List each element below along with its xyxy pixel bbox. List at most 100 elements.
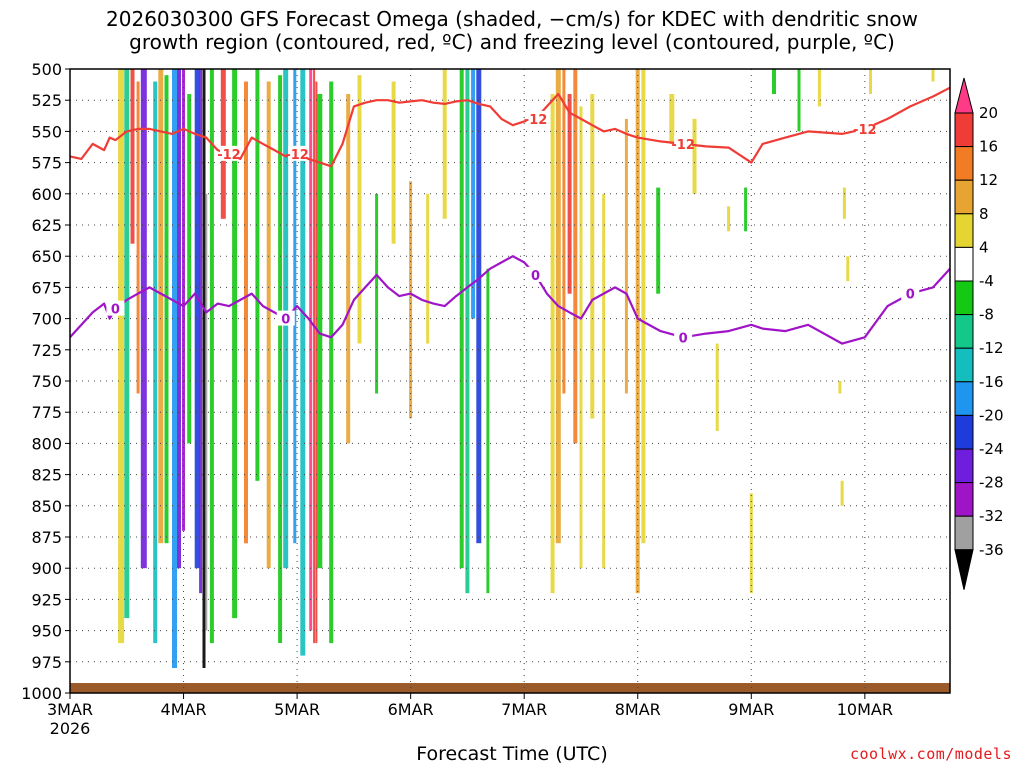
omega-stripe [550,94,555,594]
omega-stripe [838,381,842,394]
colorbar-label: 16 [979,138,998,156]
omega-stripe [391,81,396,244]
colorbar-cell [954,213,974,248]
omega-stripe [511,381,515,519]
omega-stripe [869,69,872,94]
y-tick-label: 1000 [21,684,62,703]
omega-stripe [329,81,334,644]
omega-stripe [641,69,646,544]
omega-stripe [692,118,697,194]
x-tick-sublabel: 2026 [50,719,91,738]
y-tick-label: 550 [31,122,62,141]
credit-link[interactable]: coolwx.com/models [849,745,1012,763]
y-tick-label: 900 [31,559,62,578]
chart-title-line2: growth region (contoured, red, ºC) and f… [129,30,895,54]
omega-stripe [727,206,731,232]
y-tick-label: 675 [31,278,62,297]
colorbar-label: -28 [979,474,1004,492]
omega-stripe [158,69,164,544]
contour-label-bg [526,110,545,126]
y-tick-label: 700 [31,310,62,329]
omega-stripe [220,69,226,219]
omega-stripe [244,81,248,544]
y-tick-label: 750 [31,372,62,391]
omega-stripe [209,69,214,644]
omega-stripe [931,69,935,82]
omega-stripe [300,69,306,656]
omega-stripe [293,69,297,544]
contour-label-bg [674,329,693,345]
omega-stripe [669,94,675,144]
omega-stripe [842,187,846,219]
x-axis-label: Forecast Time (UTC) [416,743,608,765]
omega-stripe [772,69,776,94]
colorbar-label: 12 [979,171,998,189]
omega-stripe [635,69,640,594]
omega-stripe [817,69,821,107]
y-tick-label: 875 [31,528,62,547]
colorbar-cell [954,515,974,551]
contour-layer: -12 -12 -12 -12 -12 0 0 0 0 0 [69,86,951,346]
x-tick-label: 6MAR [388,700,434,719]
contour-label-bg [288,145,307,161]
chart-title-line1: 2026030300 GFS Forecast Omega (shaded, −… [106,7,918,31]
contour-label: 0 [679,331,688,346]
colorbar-label: -4 [979,272,994,290]
y-tick-label: 725 [31,341,62,360]
contour-label: -12 [285,148,309,163]
grid-lines [69,68,950,694]
contour-label-bg [276,310,295,326]
colorbar-label: -24 [979,440,1004,458]
omega-stripe [205,193,208,631]
omega-stripe [459,69,464,569]
omega-stripe [346,94,351,444]
omega-stripe [476,69,482,544]
omega-stripe [136,81,140,394]
omega-stripe [278,75,283,643]
omega-stripe [602,193,606,569]
omega-stripe [313,69,316,644]
omega-stripe [315,81,318,644]
omega-stripe [426,193,430,344]
omega-stripe [202,69,206,668]
contour-label: 0 [906,288,915,303]
y-tick-label: 775 [31,403,62,422]
omega-stripe [118,69,125,644]
x-tick-label: 7MAR [501,700,547,719]
omega-stripe [140,69,147,569]
y-tick-label: 950 [31,622,62,641]
omega-stripe [182,69,185,531]
colorbar-label: -20 [979,406,1004,424]
contour-label: -12 [671,138,695,153]
colorbar-bottom-arrow [954,549,974,590]
colorbar-top-arrow [954,77,974,114]
y-tick-label: 500 [31,60,62,79]
colorbar-cell [954,381,974,416]
contour-label: -12 [217,148,241,163]
contour-label-bg [219,145,238,161]
contour-label-bg [674,135,693,151]
colorbar-cell [954,347,974,383]
colorbar-label: -16 [979,373,1004,391]
y-axis: 500 525 550 575 600 625 650 675 700 725 750 775 800 8… [21,60,70,703]
dgz-contour-line [69,86,951,168]
colorbar-cell [954,179,974,215]
colorbar-label: -36 [979,541,1004,559]
omega-stripe [357,75,362,344]
y-tick-label: 800 [31,434,62,453]
omega-stripe [465,69,470,594]
x-tick-label: 10MAR [837,700,893,719]
x-tick-label: 5MAR [274,700,320,719]
contour-label: 0 [281,313,290,328]
omega-shading-layer [118,69,935,668]
colorbar-cell [954,280,974,316]
omega-stripe [797,69,801,132]
omega-stripe [567,94,572,294]
colorbar-label: -8 [979,306,994,324]
omega-stripe [164,75,169,544]
x-tick-label: 8MAR [615,700,661,719]
y-tick-label: 625 [31,216,62,235]
contour-label-bg [526,266,545,282]
